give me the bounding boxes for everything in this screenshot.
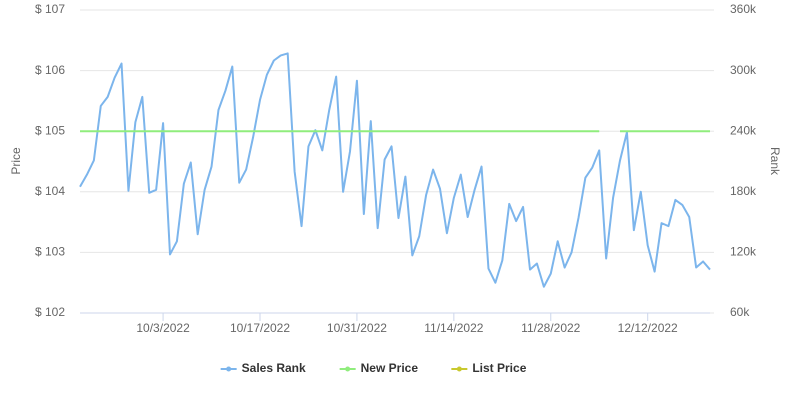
y-tick-label: $ 104 xyxy=(35,184,65,198)
x-tick-label: 10/3/2022 xyxy=(136,321,190,335)
series-line xyxy=(79,52,711,288)
legend-item[interactable]: New Price xyxy=(339,361,419,375)
y-tick-label: $ 107 xyxy=(35,2,65,16)
y2-tick-label: 60k xyxy=(730,305,750,319)
x-tick-label: 11/28/2022 xyxy=(521,321,580,335)
y-tick-label: $ 106 xyxy=(35,63,65,77)
y-tick-label: $ 103 xyxy=(35,245,65,259)
legend-marker xyxy=(345,366,351,372)
legend-item[interactable]: Sales Rank xyxy=(220,361,306,375)
legend-label: New Price xyxy=(361,361,419,375)
x-tick-label: 11/14/2022 xyxy=(424,321,483,335)
y-tick-label: $ 105 xyxy=(35,123,65,137)
legend-marker xyxy=(226,366,232,372)
y2-tick-label: 180k xyxy=(730,184,757,198)
legend-label: Sales Rank xyxy=(242,361,306,375)
y2-tick-label: 300k xyxy=(730,63,757,77)
y-axis-title: Price xyxy=(9,147,23,175)
y-tick-label: $ 102 xyxy=(35,305,65,319)
y2-tick-label: 240k xyxy=(730,123,757,137)
legend-marker xyxy=(456,366,462,372)
y2-tick-label: 120k xyxy=(730,245,757,259)
legend-item[interactable]: List Price xyxy=(451,361,527,375)
x-tick-label: 10/31/2022 xyxy=(327,321,387,335)
x-tick-label: 12/12/2022 xyxy=(618,321,678,335)
legend: Sales Rank New Price List Price xyxy=(220,361,527,375)
legend-label: List Price xyxy=(472,361,526,375)
y2-tick-label: 360k xyxy=(730,2,757,16)
y2-axis-title: Rank xyxy=(768,147,782,176)
x-tick-label: 10/17/2022 xyxy=(230,321,290,335)
